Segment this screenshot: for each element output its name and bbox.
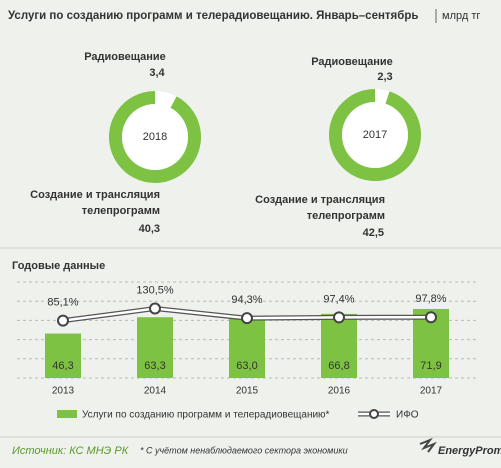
line-point <box>333 311 345 324</box>
donut-slice <box>375 89 390 104</box>
center-label: 2017 <box>363 129 387 141</box>
donut-hole <box>122 104 188 170</box>
value-label: 42,5 <box>363 227 384 239</box>
subtitle: Годовые данные <box>12 260 105 272</box>
value-label: 63,0 <box>236 360 257 372</box>
x-tick-label: 2014 <box>144 386 167 397</box>
value-label: 94,3% <box>231 294 262 306</box>
value-label: 97,8% <box>415 293 446 305</box>
value-label: 71,9 <box>420 360 441 372</box>
donut-label: Создание и трансляция телепрограмм <box>255 194 385 222</box>
category-label: Радиовещание <box>311 56 393 68</box>
title: Услуги по созданию программ и телерадиов… <box>8 10 418 22</box>
donut-slice <box>155 91 177 108</box>
brand: EnergyProm <box>438 445 501 457</box>
value-label: 2,3 <box>377 71 392 83</box>
value-label: 46,3 <box>52 360 73 372</box>
value-label: 130,5% <box>136 284 174 296</box>
value-label: 85,1% <box>47 297 78 309</box>
legend-label: ИФО <box>396 410 419 421</box>
x-tick-label: 2016 <box>328 386 351 397</box>
value-label: 40,3 <box>139 223 160 235</box>
x-tick-label: 2015 <box>236 386 259 397</box>
line-point <box>57 314 69 327</box>
x-tick-label: 2013 <box>52 386 75 397</box>
legend-marker <box>369 409 379 419</box>
center-label: 2018 <box>143 131 167 143</box>
legend-swatch <box>57 410 77 418</box>
line-point <box>149 302 161 315</box>
line-point <box>425 311 437 324</box>
value-label: 66,8 <box>328 360 349 372</box>
unit: млрд тг <box>442 10 480 22</box>
donut-label: Создание и трансляция телепрограмм <box>30 189 160 217</box>
brand-icon <box>419 437 437 453</box>
x-tick-label: 2017 <box>420 386 443 397</box>
legend-label: Услуги по созданию программ и телерадиов… <box>82 410 330 421</box>
donut-hole <box>342 102 408 168</box>
source: Источник: КС МНЭ РК <box>12 445 129 457</box>
value-label: 97,4% <box>323 293 354 305</box>
bar <box>229 317 265 378</box>
line-point <box>241 312 253 325</box>
bar <box>137 317 173 378</box>
note: * С учётом ненаблюдаемого сектора эконом… <box>140 445 348 455</box>
value-label: 3,4 <box>149 67 165 79</box>
bar <box>45 333 81 378</box>
category-label: Радиовещание <box>84 51 166 63</box>
bar <box>321 313 357 378</box>
value-label: 63,3 <box>144 360 165 372</box>
